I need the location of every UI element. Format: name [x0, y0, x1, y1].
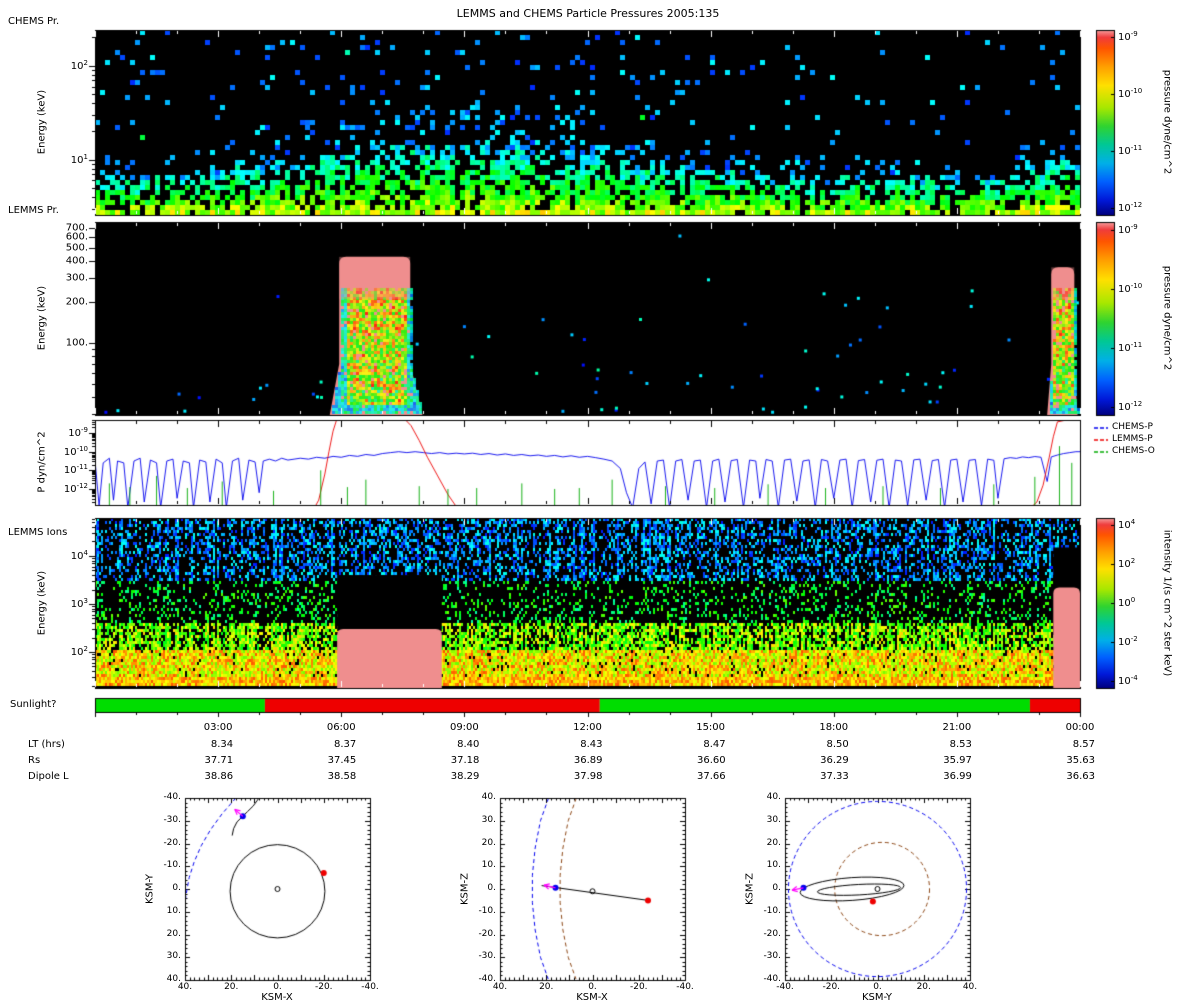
particle-pressure-figure: LEMMS and CHEMS Particle Pressures 2005:…: [0, 0, 1200, 1000]
plot-canvas: [0, 0, 1200, 1000]
